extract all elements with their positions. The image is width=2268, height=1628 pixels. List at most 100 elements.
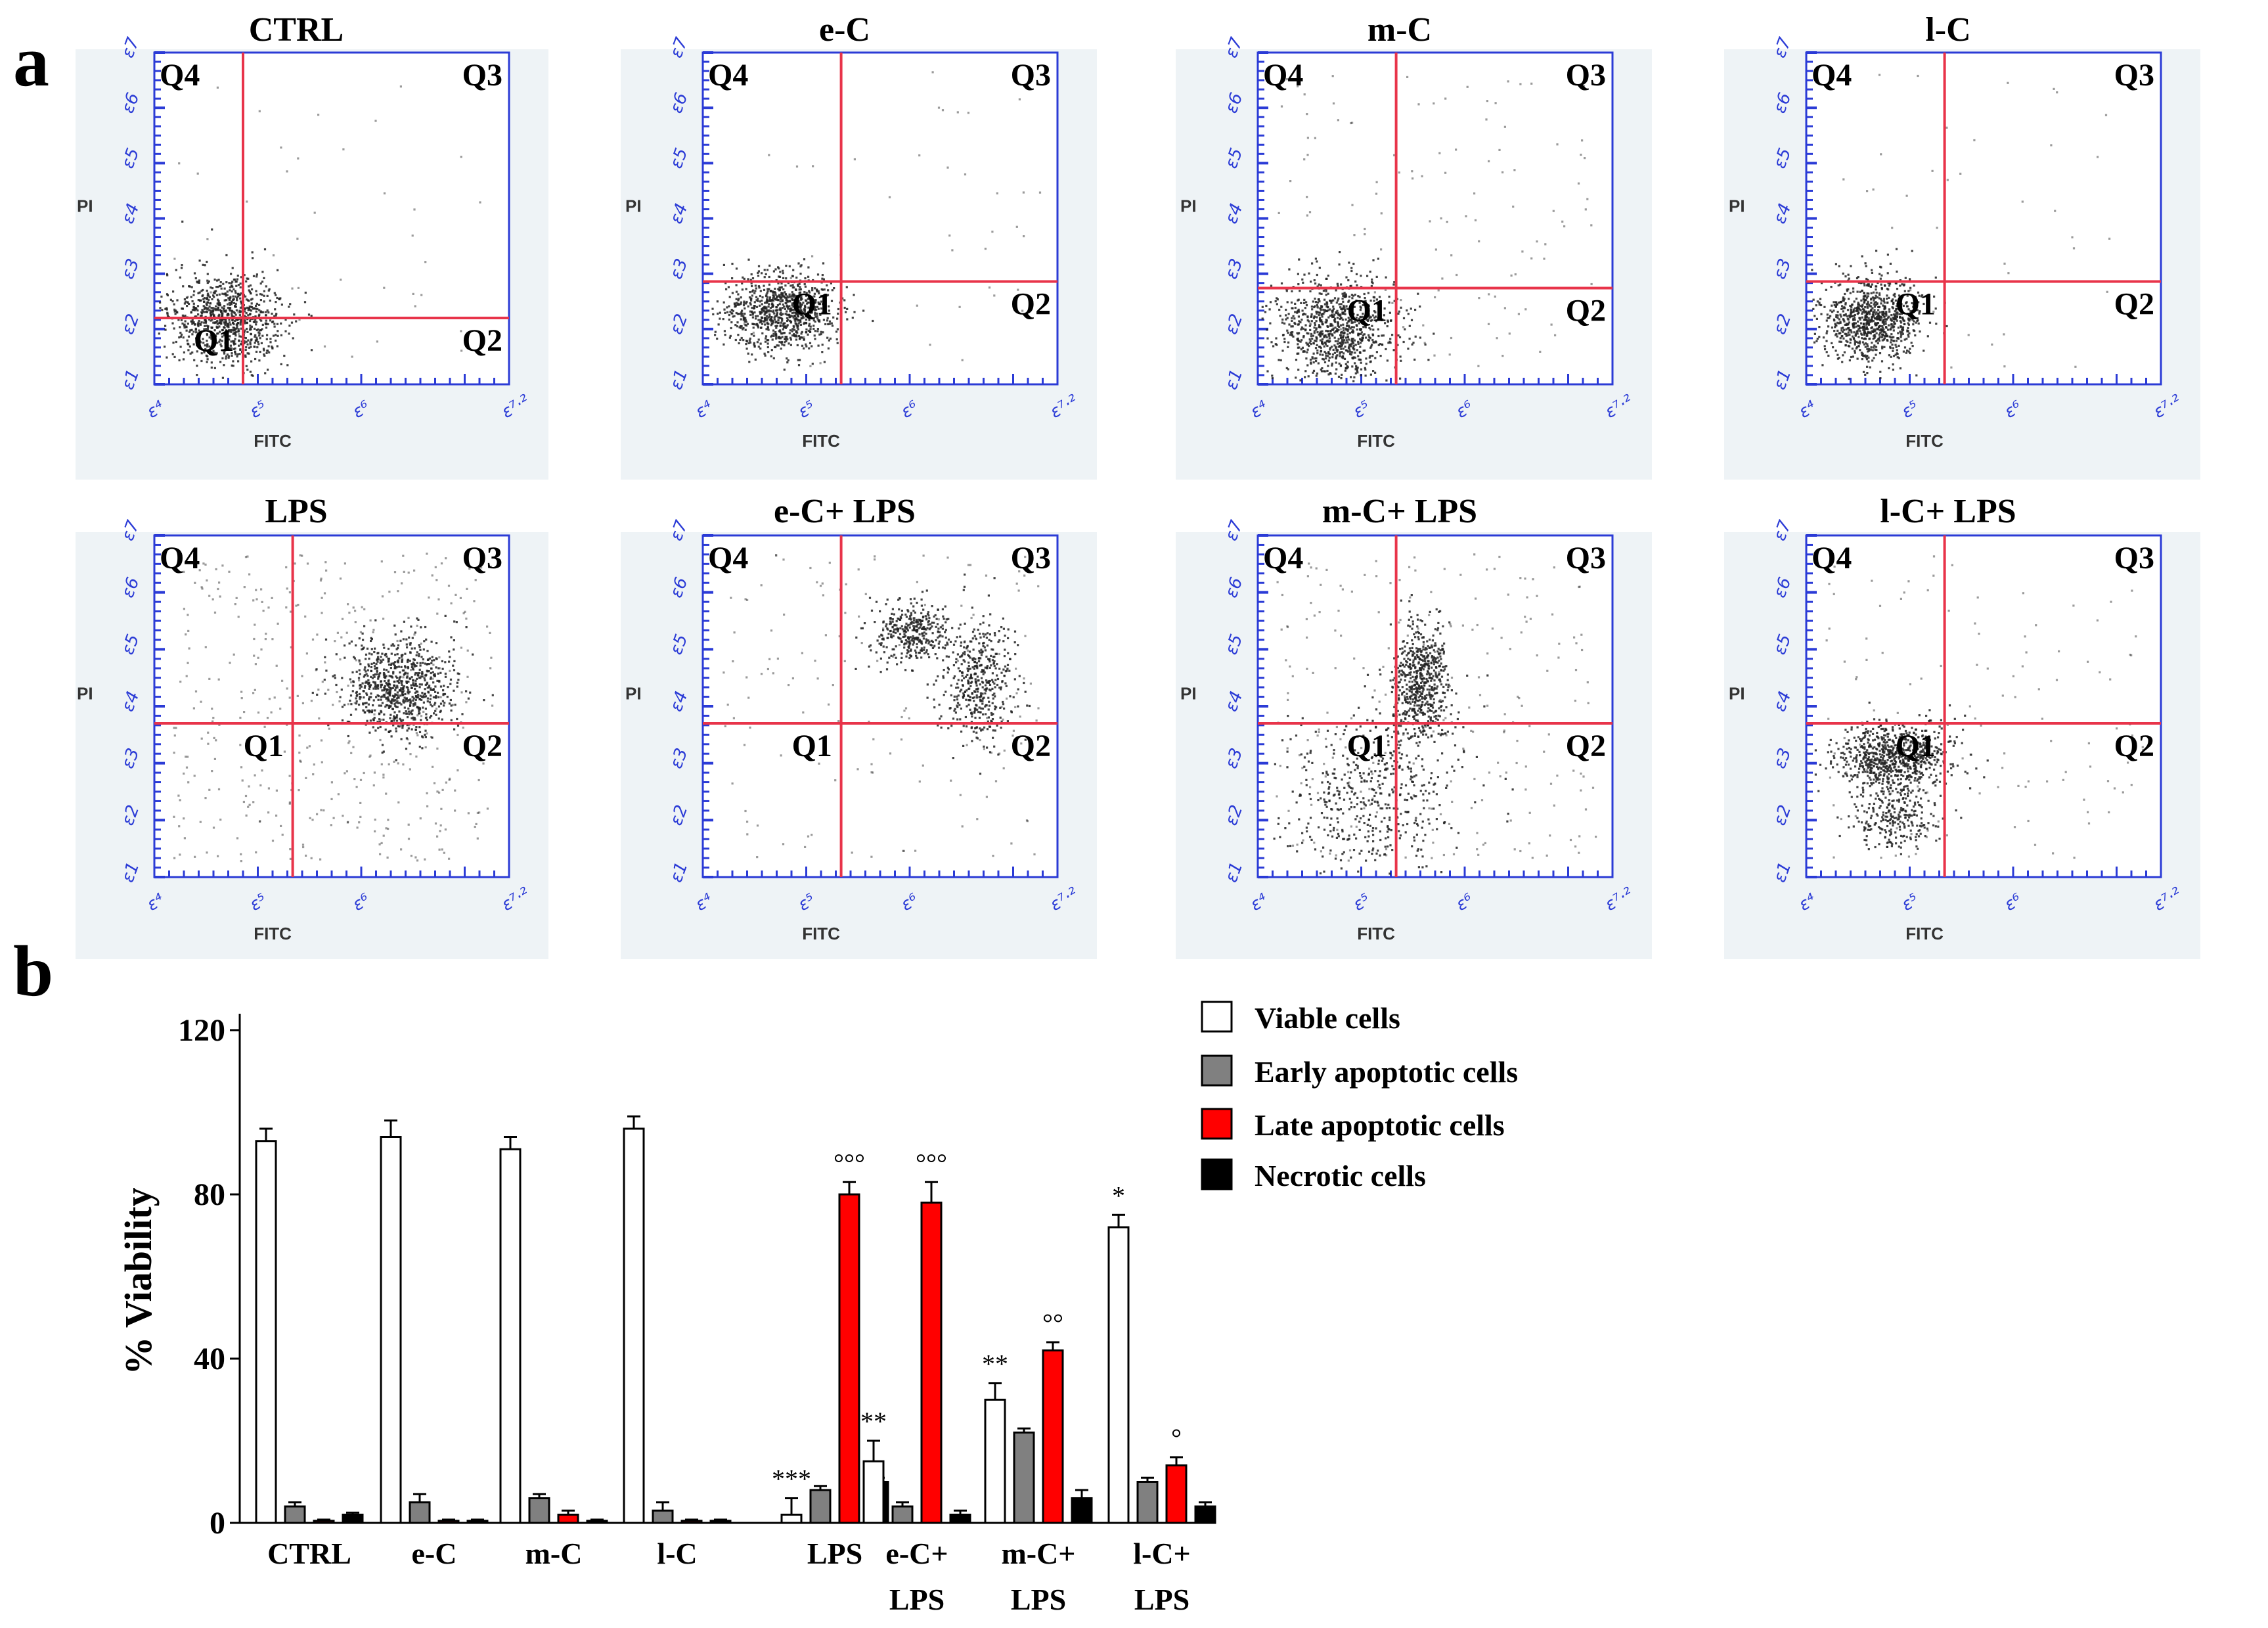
scatter-point — [1858, 342, 1861, 345]
scatter-point — [234, 302, 237, 305]
scatter-point — [430, 641, 433, 643]
scatter-point — [1885, 318, 1888, 321]
scatter-point — [259, 350, 261, 353]
scatter-point — [714, 330, 717, 333]
scatter-point — [1335, 355, 1338, 358]
scatter-point — [409, 704, 412, 706]
scatter-point — [253, 321, 256, 323]
scatter-point — [284, 330, 287, 332]
scatter-point — [210, 291, 212, 294]
scatter-point — [1316, 373, 1319, 375]
scatter-point — [1906, 350, 1909, 352]
scatter-point — [1885, 311, 1888, 313]
scatter-point — [185, 300, 187, 303]
scatter-point — [1911, 250, 1913, 252]
scatter-point — [1857, 336, 1860, 338]
scatter-point — [428, 657, 431, 660]
scatter-point — [1907, 290, 1910, 292]
scatter-point — [1302, 281, 1304, 284]
scatter-point — [1883, 312, 1886, 315]
scatter-point — [200, 321, 203, 324]
scatter-point — [813, 292, 816, 295]
scatter-point — [217, 279, 220, 281]
scatter-point — [256, 338, 259, 341]
quadrant-label-q4: Q4 — [160, 58, 200, 93]
scatter-point — [1466, 85, 1469, 88]
scatter-point — [1369, 355, 1371, 357]
scatter-point — [768, 316, 770, 319]
scatter-point — [335, 653, 338, 656]
scatter-point — [398, 710, 401, 713]
scatter-point — [275, 313, 278, 315]
scatter-point — [723, 330, 726, 332]
scatter-point — [211, 319, 213, 321]
scatter-point — [1297, 340, 1300, 342]
scatter-point — [1818, 326, 1821, 328]
scatter-point — [415, 690, 418, 692]
scatter-point — [1300, 302, 1302, 304]
scatter-point — [184, 314, 187, 317]
scatter-point — [798, 283, 801, 285]
scatter-point — [1863, 301, 1865, 304]
scatter-point — [268, 288, 271, 290]
scatter-point — [252, 275, 256, 277]
scatter-point — [1319, 335, 1322, 338]
scatter-point — [1342, 327, 1345, 329]
scatter-point — [1339, 345, 1341, 348]
scatter-point — [766, 296, 768, 298]
scatter-point — [1323, 361, 1327, 363]
scatter-point — [801, 317, 803, 319]
scatter-point — [996, 192, 998, 194]
scatter-point — [355, 708, 357, 711]
scatter-point — [788, 300, 791, 303]
scatter-point — [1494, 295, 1496, 298]
scatter-point — [1478, 240, 1480, 242]
scatter-point — [1889, 346, 1892, 348]
scatter-point — [225, 348, 227, 350]
scatter-point — [1882, 328, 1885, 331]
scatter-point — [1865, 356, 1867, 359]
scatter-point — [1811, 269, 1813, 271]
scatter-point — [372, 699, 375, 702]
scatter-point — [1341, 331, 1343, 334]
scatter-point — [1340, 283, 1343, 286]
scatter-point — [261, 293, 263, 296]
scatter-point — [1327, 309, 1330, 311]
scatter-point — [1912, 305, 1915, 308]
scatter-point — [1359, 358, 1362, 361]
scatter-point — [377, 676, 380, 679]
scatter-point — [1325, 319, 1328, 322]
scatter-point — [1350, 294, 1353, 296]
scatter-point — [263, 277, 265, 279]
scatter-point — [772, 332, 775, 335]
scatter-point — [407, 681, 410, 683]
scatter-point — [1353, 234, 1356, 237]
scatter-point — [1335, 289, 1337, 292]
scatter-point — [805, 321, 808, 325]
scatter-point — [1319, 319, 1322, 321]
scatter-point — [216, 86, 219, 89]
scatter-point — [367, 683, 370, 685]
scatter-point — [1314, 137, 1316, 139]
scatter-point — [196, 281, 198, 283]
scatter-point — [362, 647, 365, 650]
scatter-point — [1379, 355, 1382, 357]
scatter-point — [352, 681, 355, 683]
scatter-point — [395, 706, 397, 708]
scatter-point — [225, 339, 228, 342]
scatter-point — [418, 698, 421, 701]
scatter-point — [1331, 334, 1334, 337]
scatter-point — [755, 299, 758, 302]
scatter-point — [768, 288, 770, 290]
scatter-point — [228, 319, 231, 321]
panel-b-label: b — [13, 931, 54, 1011]
scatter-point — [221, 340, 223, 342]
scatter-point — [219, 330, 221, 333]
scatter-point — [823, 361, 826, 363]
scatter-point — [1412, 342, 1415, 344]
scatter-point — [1364, 368, 1367, 371]
scatter-point — [776, 306, 778, 309]
scatter-point — [1354, 344, 1357, 346]
scatter-point — [381, 752, 384, 754]
scatter-point — [1314, 282, 1317, 285]
